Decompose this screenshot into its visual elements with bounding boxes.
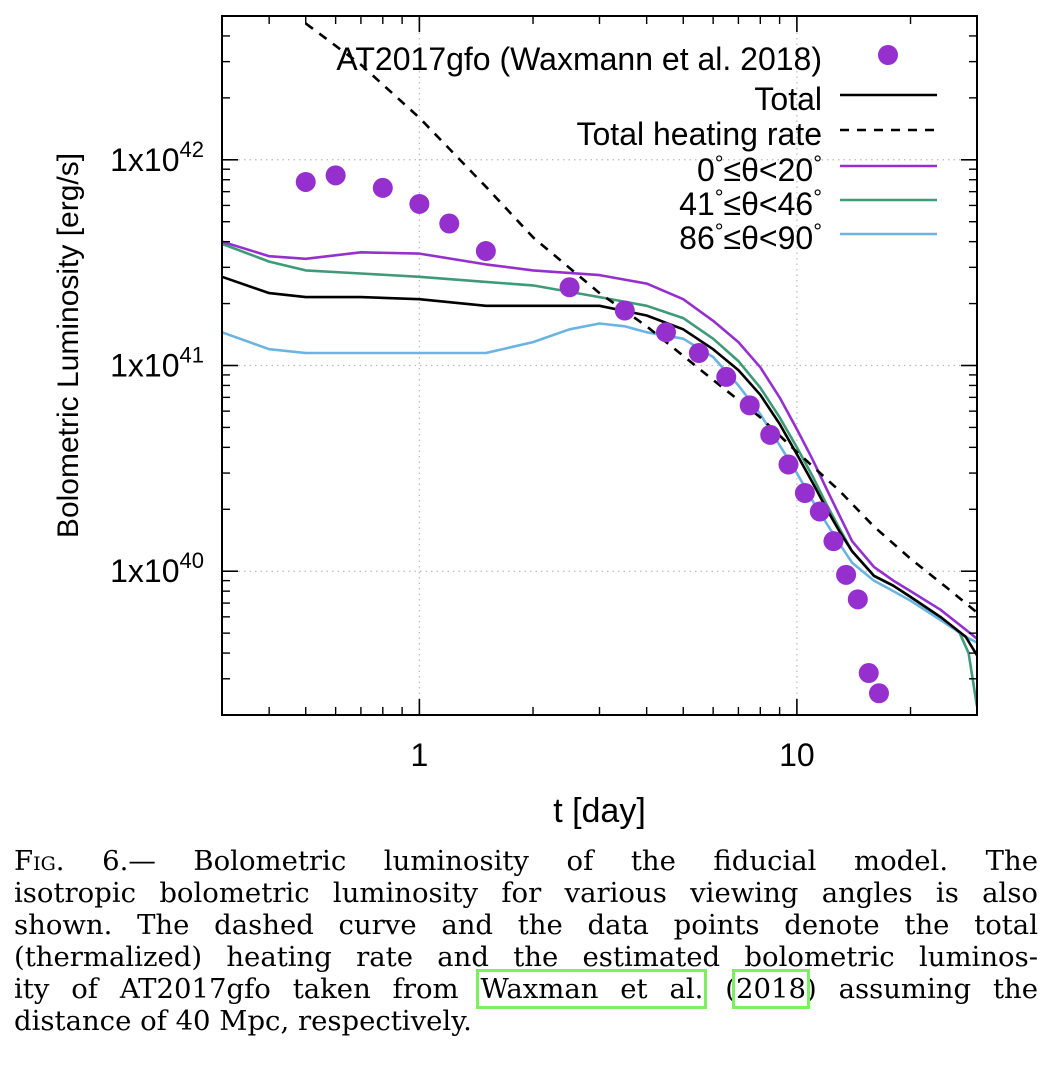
figure-caption: Fig. 6.— Bolometric luminosity of the fi… xyxy=(14,845,1038,1037)
data-point xyxy=(858,663,879,684)
data-point xyxy=(778,454,799,475)
data-point xyxy=(372,177,393,198)
x-tick-label: 10 xyxy=(779,737,815,773)
series-group xyxy=(304,22,977,614)
data-point xyxy=(760,424,781,445)
series-line xyxy=(304,22,977,614)
data-point xyxy=(836,564,857,585)
caption-line-1: Fig. 6.— Bolometric luminosity of the fi… xyxy=(14,845,1038,877)
x-axis-label: t [day] xyxy=(553,792,646,830)
data-point xyxy=(559,277,580,298)
data-point xyxy=(325,165,346,186)
citation-year-link[interactable]: 2018 xyxy=(732,969,810,1009)
data-point xyxy=(739,395,760,416)
data-point xyxy=(716,366,737,387)
caption-line-3: shown. The dashed curve and the data poi… xyxy=(14,909,1038,941)
y-tick-label: 1x1041 xyxy=(110,343,204,384)
grid xyxy=(222,16,977,715)
x-tick-label: 1 xyxy=(410,737,428,773)
data-point xyxy=(847,589,868,610)
series-group xyxy=(295,165,889,704)
data-point xyxy=(823,531,844,552)
caption-line-2: isotropic bolometric luminosity for vari… xyxy=(14,877,1038,909)
legend-label: AT2017gfo (Waxmann et al. 2018) xyxy=(336,41,822,77)
legend-label: Total heating rate xyxy=(577,116,823,152)
legend-label: 41°≤θ<46° xyxy=(679,185,822,222)
y-tick-label: 1x1040 xyxy=(110,548,204,589)
data-point xyxy=(655,322,676,343)
data-point xyxy=(409,193,430,214)
caption-line-6: distance of 40 Mpc, respectively. xyxy=(14,1005,472,1037)
legend: AT2017gfo (Waxmann et al. 2018) TotalTota… xyxy=(336,41,937,256)
series-line xyxy=(222,322,977,644)
citation-author-link[interactable]: Waxman et al. xyxy=(476,969,708,1009)
data-point xyxy=(295,171,316,192)
legend-label: Total xyxy=(754,81,822,117)
plot-frame xyxy=(221,15,978,716)
caption-line-4: (thermalized) heating rate and the estim… xyxy=(14,941,1038,973)
series-group xyxy=(222,240,977,640)
legend-marker xyxy=(878,45,898,65)
series-line xyxy=(222,242,977,707)
data-point xyxy=(809,501,830,522)
series-group xyxy=(222,242,977,707)
y-tick-label: 1x1042 xyxy=(110,137,204,178)
series-group xyxy=(222,275,977,656)
luminosity-chart: 1 10 1x1040 1x1041 1x1042 t [day] Bolometric… xyxy=(52,15,978,830)
series-line xyxy=(222,240,977,640)
axis-ticks xyxy=(221,16,977,715)
series-layer xyxy=(222,22,977,707)
data-point xyxy=(439,213,460,234)
data-point xyxy=(688,343,709,364)
data-point xyxy=(794,482,815,503)
data-point xyxy=(868,683,889,704)
caption-line-5: ity of AT2017gfo taken from Waxman et al… xyxy=(14,969,1038,1009)
series-group xyxy=(222,322,977,644)
y-axis-label: Bolometric Luminosity [erg/s] xyxy=(52,153,85,538)
figure-label: Fig. 6. xyxy=(14,845,129,877)
legend-label: 86°≤θ<90° xyxy=(679,219,822,256)
tick-labels: 1 10 1x1040 1x1041 1x1042 xyxy=(110,137,815,773)
data-point xyxy=(475,241,496,262)
legend-label: 0°≤θ<20° xyxy=(697,151,822,188)
data-point xyxy=(614,300,635,321)
series-line xyxy=(222,275,977,656)
